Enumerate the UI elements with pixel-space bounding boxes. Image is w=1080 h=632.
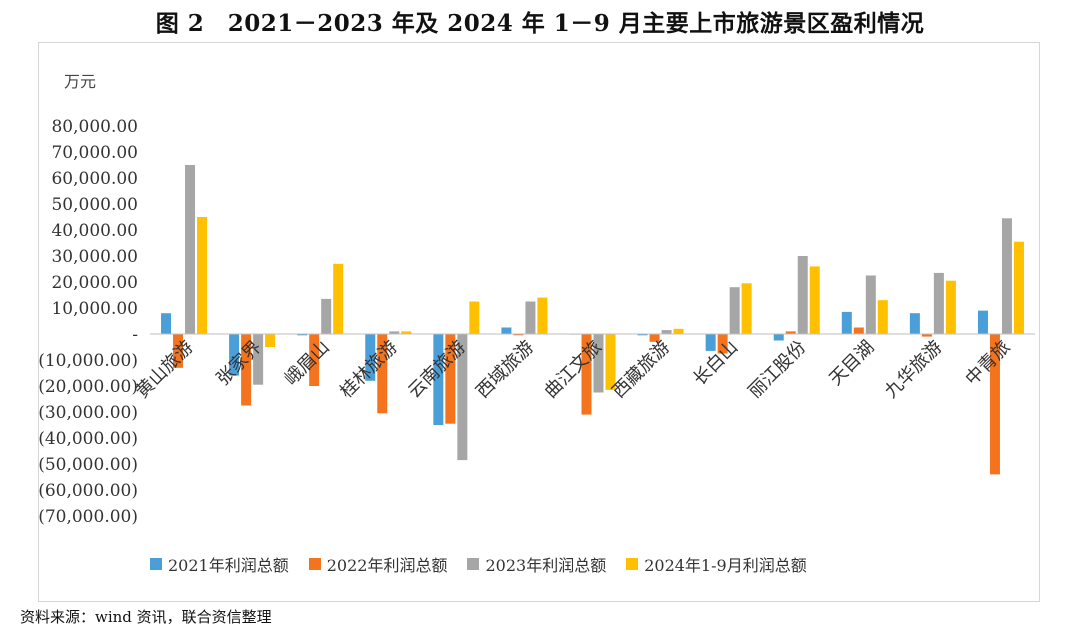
bar [593, 334, 604, 393]
category-label: 黄山旅游 [132, 337, 198, 403]
y-tick-label: 70,000.00 [51, 143, 138, 163]
bar [909, 313, 920, 334]
y-tick-label: 80,000.00 [51, 117, 138, 137]
bar [173, 334, 184, 368]
y-tick-label: 60,000.00 [51, 169, 138, 189]
legend-label: 2023年利润总额 [485, 556, 607, 575]
bar [841, 311, 852, 334]
bar [377, 334, 388, 414]
bar [773, 334, 784, 341]
bar [661, 330, 672, 334]
bar [197, 217, 208, 334]
category-label: 西藏旅游 [608, 337, 674, 403]
legend-label: 2022年利润总额 [326, 556, 448, 575]
bar [401, 331, 412, 334]
legend-label: 2021年利润总额 [168, 556, 289, 575]
bar [513, 334, 524, 336]
bar [717, 334, 728, 354]
bar [581, 334, 592, 415]
bar [433, 334, 444, 425]
y-tick-label: (40,000.00) [38, 429, 138, 449]
bar [853, 327, 864, 334]
legend: 2021年利润总额 2022年利润总额 2023年利润总额 2024年1-9月利润总额 [150, 552, 807, 576]
bar [297, 334, 308, 336]
bar [309, 334, 320, 386]
bar [877, 300, 888, 334]
bar [445, 334, 456, 424]
category-label: 峨眉山 [281, 337, 334, 390]
y-tick-label: 50,000.00 [51, 195, 138, 215]
bar [705, 334, 716, 351]
bar [785, 331, 796, 334]
y-tick-label: - [132, 325, 138, 345]
unit-label: 万元 [64, 72, 97, 91]
y-tick-label: 20,000.00 [51, 273, 138, 293]
legend-item: 2023年利润总额 [467, 552, 606, 576]
bar [865, 275, 876, 334]
bar [365, 334, 376, 381]
bar [989, 334, 1000, 475]
bar [1001, 218, 1012, 334]
bar [389, 331, 400, 334]
legend-item: 2021年利润总额 [150, 552, 289, 576]
y-tick-label: 10,000.00 [51, 299, 138, 319]
source-note: 资料来源：wind 资讯，联合资信整理 [20, 608, 272, 626]
legend-swatch [150, 558, 162, 570]
legend-label: 2024年1-9月利润总额 [644, 556, 807, 575]
bar [921, 334, 932, 337]
bar [729, 287, 740, 334]
bar [501, 327, 512, 334]
legend-swatch [467, 558, 480, 570]
bar [469, 301, 480, 334]
bar [525, 301, 536, 334]
legend-swatch [626, 558, 639, 570]
bar [1013, 241, 1024, 334]
category-label: 丽江股份 [745, 337, 811, 403]
bar [741, 283, 752, 334]
chart-title: 图 2 2021－2023 年及 2024 年 1－9 月主要上市旅游景区盈利情… [155, 10, 925, 37]
bar [797, 256, 808, 334]
y-tick-label: (50,000.00) [38, 455, 138, 475]
y-tick-label: (20,000.00) [38, 377, 138, 397]
category-label: 西域旅游 [472, 337, 538, 403]
bar [673, 328, 684, 334]
bar [933, 272, 944, 334]
bar [241, 334, 252, 406]
bar [809, 266, 820, 334]
bar [945, 280, 956, 334]
category-label: 天目湖 [825, 337, 878, 390]
bar [457, 334, 468, 461]
y-tick-label: 30,000.00 [51, 247, 138, 267]
bar [161, 313, 172, 334]
y-tick-label: 40,000.00 [51, 221, 138, 241]
y-tick-label: (10,000.00) [38, 351, 138, 371]
category-label: 九华旅游 [881, 337, 947, 403]
bar [977, 310, 988, 334]
category-label: 中青旅 [961, 337, 1014, 390]
bar [253, 334, 264, 385]
y-tick-label: (30,000.00) [38, 403, 138, 423]
bar [321, 298, 332, 334]
bar [265, 334, 276, 347]
legend-item: 2024年1-9月利润总额 [626, 552, 807, 576]
y-tick-label: (70,000.00) [38, 507, 138, 527]
bar [333, 263, 344, 334]
bar [185, 165, 196, 334]
legend-item: 2022年利润总额 [308, 552, 448, 576]
legend-swatch [308, 558, 321, 570]
bar [537, 297, 548, 334]
bar [637, 334, 648, 336]
bar [649, 334, 660, 342]
bar [229, 334, 240, 376]
category-label: 长白山 [689, 337, 742, 390]
bar [605, 334, 616, 390]
y-tick-label: (60,000.00) [38, 481, 138, 501]
